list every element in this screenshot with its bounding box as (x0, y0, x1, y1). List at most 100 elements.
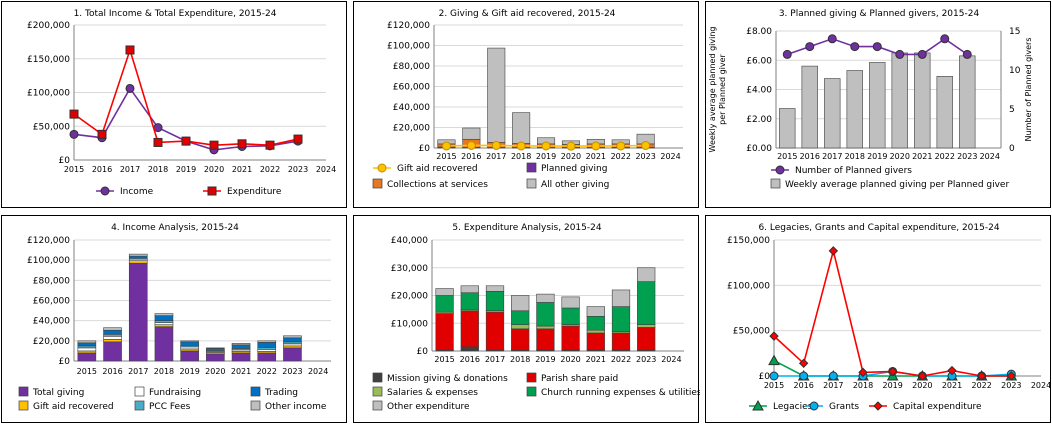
data-point (466, 140, 476, 150)
x-tick-label: 2023 (1001, 381, 1021, 390)
x-tick-label: 2024 (661, 355, 681, 364)
y-tick-label: £20,000 (393, 124, 430, 134)
x-tick-label: 2016 (800, 152, 820, 161)
data-point (209, 140, 219, 150)
x-tick-label: 2016 (461, 152, 481, 161)
legend-swatch-marker (775, 165, 785, 175)
x-tick-label: 2020 (204, 165, 224, 174)
x-tick-label: 2018 (510, 355, 530, 364)
data-point (976, 371, 987, 381)
data-point (962, 49, 972, 59)
bar-segment (485, 291, 505, 312)
x-tick-label: 2021 (586, 355, 606, 364)
bar-segment (77, 350, 97, 354)
legend-label: Trading (264, 388, 298, 398)
bar-segment (257, 349, 277, 352)
y-axis-label-line2: per Planned giver (718, 53, 727, 124)
data-point (887, 366, 898, 377)
bar-segment (637, 324, 656, 328)
x-tick-label: 2019 (535, 355, 555, 364)
bar-segment (561, 296, 580, 309)
bar-segment (77, 347, 97, 352)
legend-label: Mission giving & donations (387, 374, 508, 384)
x-tick-label: 2021 (231, 367, 251, 376)
x-tick-label: 2015 (64, 165, 84, 174)
legend-label: Fundraising (149, 388, 201, 398)
legend-swatch (526, 372, 537, 383)
x-tick-label: 2019 (536, 152, 556, 161)
bar-segment (936, 76, 953, 149)
chart-panel-3: 3. Planned giving & Planned givers, 2015… (705, 1, 1051, 208)
bar-segment (103, 327, 122, 331)
y-axis-label-line1: Weekly average planned giving (708, 26, 717, 152)
data-point (940, 34, 950, 44)
legend-label: Gift aid recovered (33, 402, 114, 412)
chart-svg-2: 2. Giving & Gift aid recovered, 2015-24 £… (372, 9, 683, 190)
x-tick-label: 2021 (586, 152, 606, 161)
y2-tick-label: 0 (1009, 144, 1015, 154)
bar-segment (487, 47, 506, 143)
bar-segment (231, 343, 251, 346)
y-tick-label: £30,000 (391, 264, 428, 274)
bar-segment (283, 347, 302, 362)
bar-segment (283, 345, 302, 349)
legend-label: Grants (829, 402, 859, 412)
data-point (125, 83, 135, 93)
legend-label: All other giving (541, 180, 609, 190)
bar-segment (206, 353, 225, 362)
data-point (69, 109, 79, 119)
bar-segment (637, 327, 656, 350)
bar-segment (586, 316, 605, 331)
y-tick-label: £100,000 (387, 42, 430, 52)
legend-swatch-marker (207, 186, 217, 196)
y2-tick-label: 10 (1009, 66, 1021, 76)
bar-segment (435, 313, 454, 350)
chart-panel-5: 5. Expenditure Analysis, 2015-24 £0 £10,00… (353, 215, 700, 423)
bar-segment (869, 62, 886, 149)
y2-tick-label: 5 (1009, 105, 1015, 115)
bar-segment (586, 332, 605, 350)
y-tick-label: £80,000 (393, 62, 430, 72)
legend-label: Parish share paid (541, 374, 618, 384)
x-tick-label: 2020 (205, 367, 225, 376)
bar-segment (283, 335, 302, 339)
x-tick-label: 2021 (232, 165, 252, 174)
legend-label: PCC Fees (149, 402, 191, 412)
data-point (828, 246, 839, 256)
y-tick-label: £80,000 (33, 276, 70, 286)
bar-segment (914, 52, 931, 149)
x-tick-label: 2020 (561, 152, 581, 161)
x-tick-label: 2024 (316, 165, 336, 174)
data-point (917, 49, 927, 59)
legend-swatch (526, 178, 537, 189)
x-tick-label: 2022 (257, 367, 277, 376)
x-tick-label: 2020 (560, 355, 580, 364)
bar-segment (801, 65, 818, 149)
series-line (73, 47, 299, 146)
bar-segment (103, 335, 122, 340)
y-tick-label: £100,000 (27, 89, 70, 99)
x-tick-label: 2022 (971, 381, 991, 390)
chart-panel-4: 4. Income Analysis, 2015-24 £0 £20,000 £40,… (1, 215, 347, 423)
bar-segment (536, 293, 555, 303)
legend-swatch (372, 386, 383, 397)
data-point (125, 45, 135, 55)
x-tick-label: 2018 (853, 381, 873, 390)
bar-segment (611, 332, 631, 350)
x-tick-label: 2022 (611, 355, 631, 364)
legend-swatch-marker (873, 401, 883, 411)
chart-title: 3. Planned giving & Planned givers, 2015… (779, 9, 980, 19)
data-point (799, 371, 809, 381)
x-tick-label: 2024 (1031, 381, 1051, 390)
y-tick-label: £4.00 (746, 86, 772, 96)
data-point (895, 49, 905, 59)
x-tick-label: 2023 (636, 355, 656, 364)
bar-segment (103, 339, 122, 343)
y-tick-label: £50,000 (33, 122, 70, 132)
chart-title: 5. Expenditure Analysis, 2015-24 (452, 223, 601, 233)
bar-segment (435, 288, 454, 296)
legend-swatch-marker (809, 401, 819, 411)
y-tick-label: £200,000 (27, 21, 70, 31)
legend-label: Church running expenses & utilities (541, 388, 700, 398)
data-point (153, 123, 163, 133)
